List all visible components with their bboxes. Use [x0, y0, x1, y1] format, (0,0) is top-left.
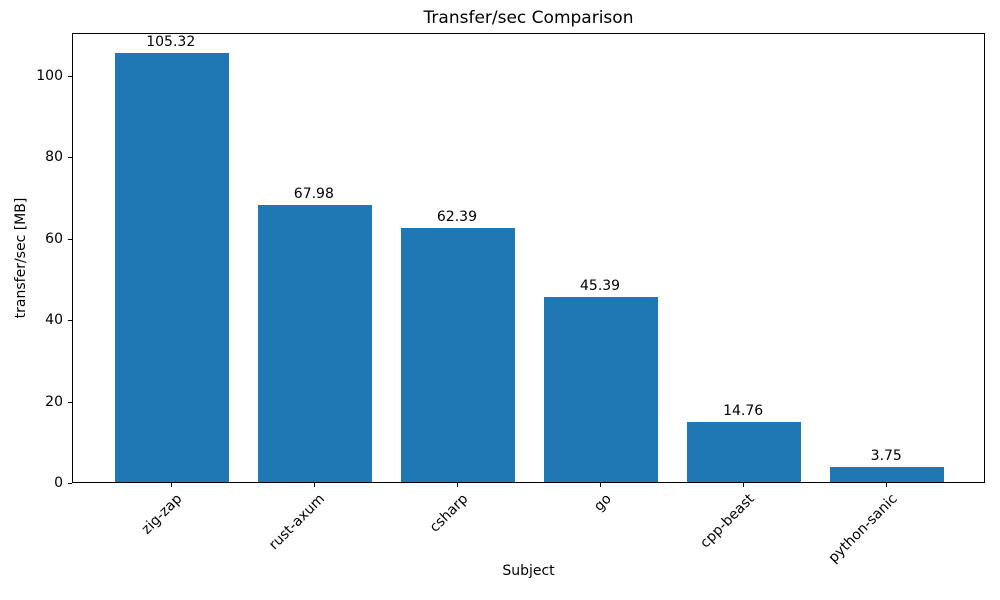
- bar-value-label: 105.32: [146, 34, 196, 51]
- x-axis-label: Subject: [502, 563, 555, 579]
- x-tick-mark: [743, 483, 745, 487]
- x-tick-mark: [600, 483, 602, 487]
- x-tick-mark: [456, 483, 458, 487]
- y-tick-label: 0: [54, 475, 63, 491]
- x-tick-label: zig-zap: [138, 491, 186, 538]
- bar-value-label: 62.39: [436, 209, 477, 226]
- bar-zig-zap: [114, 53, 229, 482]
- x-tick-label: go: [590, 491, 615, 515]
- y-tick-label: 60: [45, 230, 63, 247]
- bar-value-label: 67.98: [293, 186, 334, 203]
- y-tick-label: 80: [45, 149, 63, 166]
- y-tick-label: 100: [36, 68, 63, 85]
- y-tick-label: 20: [45, 393, 63, 410]
- plot-area: [72, 33, 985, 483]
- bar-cpp-beast: [686, 421, 802, 482]
- y-axis-label: transfer/sec [MB]: [13, 197, 29, 319]
- x-tick-label: rust-axum: [266, 491, 329, 554]
- x-tick-mark: [313, 483, 315, 487]
- bar-csharp: [400, 228, 516, 482]
- y-tick-label: 40: [45, 312, 63, 329]
- bar-value-label: 14.76: [723, 402, 764, 419]
- chart-title: Transfer/sec Comparison: [423, 8, 634, 28]
- y-tick-mark: [68, 238, 72, 240]
- x-tick-mark: [170, 483, 172, 487]
- x-tick-label: cpp-beast: [697, 491, 758, 552]
- y-tick-mark: [68, 483, 72, 484]
- bar-value-label: 45.39: [580, 278, 621, 295]
- bar-go: [543, 297, 659, 482]
- x-tick-label: csharp: [426, 491, 472, 536]
- bar-python-sanic: [830, 466, 945, 482]
- x-tick-mark: [886, 483, 888, 487]
- bar-value-label: 3.75: [870, 447, 902, 464]
- y-tick-mark: [68, 157, 72, 159]
- y-tick-mark: [68, 76, 72, 78]
- bar-rust-axum: [257, 205, 373, 482]
- y-tick-mark: [68, 401, 72, 403]
- x-tick-label: python-sanic: [825, 491, 901, 567]
- y-tick-mark: [68, 320, 72, 322]
